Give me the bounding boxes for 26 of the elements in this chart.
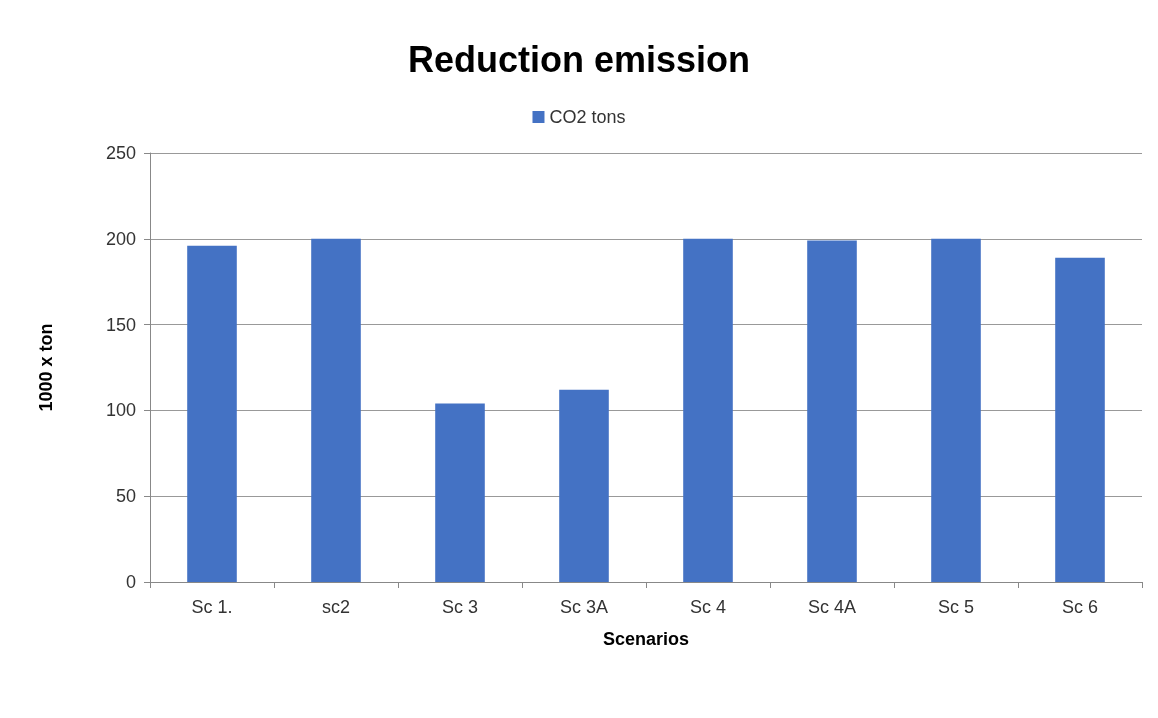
y-tick-label: 100 [105,400,136,421]
chart-title: Reduction emission [407,38,751,80]
x-tick-label: Sc 3 [441,597,479,617]
x-axis-title: Scenarios [602,629,690,649]
legend-label: CO2 tons [549,107,626,127]
y-tick-label: 250 [105,143,136,163]
y-tick-label: 50 [115,486,136,507]
bar [311,238,361,582]
x-tick-label: Sc 1. [191,597,233,617]
y-axis-title: 1000 x ton [36,323,56,412]
bar [931,238,981,582]
bar [435,403,485,582]
bar [559,389,609,582]
x-tick-label: Sc 4 [689,597,727,617]
y-tick-label: 0 [125,572,136,592]
bar [683,238,733,582]
x-tick-label: sc2 [321,597,351,617]
x-tick-label: Sc 6 [1061,597,1099,617]
bar [187,245,237,582]
y-tick-label: 200 [105,228,136,249]
x-tick-label: Sc 4A [807,597,857,617]
x-tick-label: Sc 5 [937,597,975,617]
bar [1055,257,1105,582]
bar [807,240,857,582]
x-tick-label: Sc 3A [559,597,609,617]
y-tick-label: 150 [105,314,136,335]
